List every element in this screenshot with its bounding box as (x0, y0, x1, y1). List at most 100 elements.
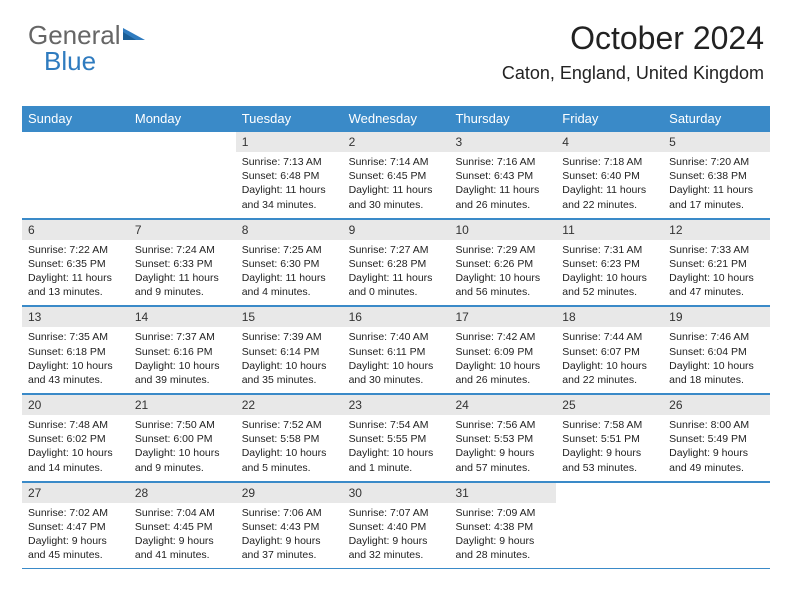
calendar-cell: 31Sunrise: 7:09 AMSunset: 4:38 PMDayligh… (449, 482, 556, 569)
calendar-cell: 19Sunrise: 7:46 AMSunset: 6:04 PMDayligh… (663, 306, 770, 393)
sunset: Sunset: 6:35 PM (28, 257, 123, 271)
calendar-cell: 22Sunrise: 7:52 AMSunset: 5:58 PMDayligh… (236, 394, 343, 481)
sunrise: Sunrise: 7:39 AM (242, 330, 337, 344)
day-header: Tuesday (236, 106, 343, 131)
calendar-cell: 1Sunrise: 7:13 AMSunset: 6:48 PMDaylight… (236, 131, 343, 218)
day-number: 15 (236, 307, 343, 327)
sunrise: Sunrise: 7:20 AM (669, 155, 764, 169)
day-number: 3 (449, 132, 556, 152)
sunset: Sunset: 6:16 PM (135, 345, 230, 359)
day-number: 24 (449, 395, 556, 415)
sunset: Sunset: 6:28 PM (349, 257, 444, 271)
daylight-line-1: Daylight: 10 hours (28, 359, 123, 373)
calendar-cell: 10Sunrise: 7:29 AMSunset: 6:26 PMDayligh… (449, 219, 556, 306)
sunset: Sunset: 4:38 PM (455, 520, 550, 534)
daylight-line-1: Daylight: 10 hours (135, 359, 230, 373)
sunset: Sunset: 5:58 PM (242, 432, 337, 446)
sunset: Sunset: 5:49 PM (669, 432, 764, 446)
day-info: Sunrise: 7:58 AMSunset: 5:51 PMDaylight:… (556, 415, 663, 481)
sunrise: Sunrise: 7:24 AM (135, 243, 230, 257)
sunset: Sunset: 4:40 PM (349, 520, 444, 534)
daylight-line-2: and 9 minutes. (135, 461, 230, 475)
day-number: 27 (22, 483, 129, 503)
day-info: Sunrise: 7:09 AMSunset: 4:38 PMDaylight:… (449, 503, 556, 569)
calendar-cell (129, 131, 236, 218)
daylight-line-1: Daylight: 10 hours (242, 446, 337, 460)
daylight-line-1: Daylight: 11 hours (562, 183, 657, 197)
day-header: Thursday (449, 106, 556, 131)
day-number: 7 (129, 220, 236, 240)
daylight-line-2: and 39 minutes. (135, 373, 230, 387)
daylight-line-1: Daylight: 11 hours (669, 183, 764, 197)
calendar-cell: 6Sunrise: 7:22 AMSunset: 6:35 PMDaylight… (22, 219, 129, 306)
daylight-line-2: and 5 minutes. (242, 461, 337, 475)
sunrise: Sunrise: 7:44 AM (562, 330, 657, 344)
daylight-line-2: and 30 minutes. (349, 373, 444, 387)
calendar-cell (556, 482, 663, 569)
daylight-line-2: and 0 minutes. (349, 285, 444, 299)
day-info: Sunrise: 7:39 AMSunset: 6:14 PMDaylight:… (236, 327, 343, 393)
brand-flag-icon (123, 20, 145, 51)
sunrise: Sunrise: 7:14 AM (349, 155, 444, 169)
daylight-line-2: and 26 minutes. (455, 373, 550, 387)
header: October 2024 Caton, England, United King… (502, 20, 764, 84)
calendar-cell: 14Sunrise: 7:37 AMSunset: 6:16 PMDayligh… (129, 306, 236, 393)
day-number: 29 (236, 483, 343, 503)
calendar-cell (22, 131, 129, 218)
calendar-cell: 29Sunrise: 7:06 AMSunset: 4:43 PMDayligh… (236, 482, 343, 569)
day-info: Sunrise: 7:24 AMSunset: 6:33 PMDaylight:… (129, 240, 236, 306)
brand-text-2: Blue (44, 46, 96, 77)
sunset: Sunset: 6:09 PM (455, 345, 550, 359)
calendar-cell: 4Sunrise: 7:18 AMSunset: 6:40 PMDaylight… (556, 131, 663, 218)
calendar-cell: 24Sunrise: 7:56 AMSunset: 5:53 PMDayligh… (449, 394, 556, 481)
daylight-line-1: Daylight: 11 hours (28, 271, 123, 285)
sunrise: Sunrise: 7:37 AM (135, 330, 230, 344)
day-info: Sunrise: 7:44 AMSunset: 6:07 PMDaylight:… (556, 327, 663, 393)
day-info: Sunrise: 7:02 AMSunset: 4:47 PMDaylight:… (22, 503, 129, 569)
day-header: Saturday (663, 106, 770, 131)
sunset: Sunset: 6:33 PM (135, 257, 230, 271)
sunset: Sunset: 6:26 PM (455, 257, 550, 271)
day-number: 31 (449, 483, 556, 503)
calendar-cell: 21Sunrise: 7:50 AMSunset: 6:00 PMDayligh… (129, 394, 236, 481)
daylight-line-2: and 43 minutes. (28, 373, 123, 387)
daylight-line-1: Daylight: 10 hours (669, 271, 764, 285)
day-number: 9 (343, 220, 450, 240)
calendar-week: 13Sunrise: 7:35 AMSunset: 6:18 PMDayligh… (22, 306, 770, 394)
day-header: Wednesday (343, 106, 450, 131)
daylight-line-2: and 34 minutes. (242, 198, 337, 212)
day-info: Sunrise: 7:25 AMSunset: 6:30 PMDaylight:… (236, 240, 343, 306)
daylight-line-1: Daylight: 9 hours (242, 534, 337, 548)
day-info: Sunrise: 7:27 AMSunset: 6:28 PMDaylight:… (343, 240, 450, 306)
day-number: 23 (343, 395, 450, 415)
day-number: 20 (22, 395, 129, 415)
daylight-line-2: and 49 minutes. (669, 461, 764, 475)
day-number: 6 (22, 220, 129, 240)
daylight-line-2: and 22 minutes. (562, 198, 657, 212)
sunset: Sunset: 6:43 PM (455, 169, 550, 183)
calendar-cell: 16Sunrise: 7:40 AMSunset: 6:11 PMDayligh… (343, 306, 450, 393)
daylight-line-1: Daylight: 11 hours (135, 271, 230, 285)
calendar-cell: 3Sunrise: 7:16 AMSunset: 6:43 PMDaylight… (449, 131, 556, 218)
day-number: 28 (129, 483, 236, 503)
calendar-week: 6Sunrise: 7:22 AMSunset: 6:35 PMDaylight… (22, 219, 770, 307)
day-number: 26 (663, 395, 770, 415)
sunrise: Sunrise: 7:29 AM (455, 243, 550, 257)
calendar-cell: 8Sunrise: 7:25 AMSunset: 6:30 PMDaylight… (236, 219, 343, 306)
calendar-cell: 18Sunrise: 7:44 AMSunset: 6:07 PMDayligh… (556, 306, 663, 393)
sunrise: Sunrise: 7:25 AM (242, 243, 337, 257)
sunrise: Sunrise: 7:52 AM (242, 418, 337, 432)
daylight-line-2: and 18 minutes. (669, 373, 764, 387)
day-info: Sunrise: 7:04 AMSunset: 4:45 PMDaylight:… (129, 503, 236, 569)
sunrise: Sunrise: 7:07 AM (349, 506, 444, 520)
sunrise: Sunrise: 7:04 AM (135, 506, 230, 520)
sunset: Sunset: 5:51 PM (562, 432, 657, 446)
daylight-line-1: Daylight: 10 hours (669, 359, 764, 373)
day-info: Sunrise: 7:48 AMSunset: 6:02 PMDaylight:… (22, 415, 129, 481)
calendar-cell: 23Sunrise: 7:54 AMSunset: 5:55 PMDayligh… (343, 394, 450, 481)
daylight-line-2: and 28 minutes. (455, 548, 550, 562)
sunrise: Sunrise: 7:50 AM (135, 418, 230, 432)
day-number: 2 (343, 132, 450, 152)
daylight-line-1: Daylight: 9 hours (349, 534, 444, 548)
daylight-line-1: Daylight: 10 hours (349, 359, 444, 373)
